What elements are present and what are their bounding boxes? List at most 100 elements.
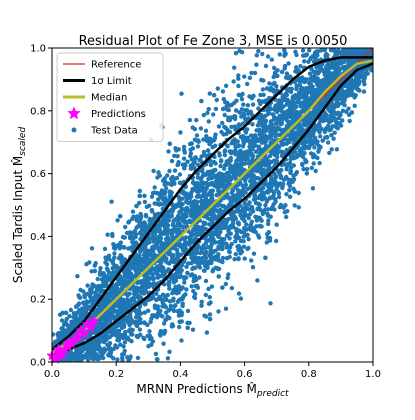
test-data-point	[137, 304, 143, 309]
test-data-point	[198, 250, 203, 256]
test-data-point	[294, 65, 299, 70]
test-data-point	[248, 159, 253, 165]
test-data-point	[263, 202, 268, 208]
test-data-point	[244, 173, 250, 178]
test-data-point	[156, 211, 161, 216]
test-data-point	[246, 215, 251, 221]
test-data-point	[268, 119, 274, 124]
test-data-point	[203, 128, 209, 133]
test-data-point	[157, 267, 163, 272]
test-data-point	[137, 200, 142, 206]
test-data-point	[226, 107, 231, 113]
test-data-point	[294, 52, 299, 58]
test-data-point	[302, 122, 307, 128]
test-data-point	[180, 301, 185, 306]
test-data-point	[164, 186, 169, 191]
test-data-point	[206, 119, 211, 124]
test-data-point	[266, 221, 271, 227]
test-data-point	[310, 186, 316, 191]
test-data-point	[169, 158, 175, 164]
test-data-point	[139, 228, 144, 233]
test-data-point	[220, 255, 226, 261]
test-data-point	[361, 89, 367, 94]
test-data-point	[227, 249, 232, 254]
test-data-point	[197, 157, 202, 163]
test-data-point	[256, 106, 261, 111]
test-data-point	[307, 48, 312, 53]
test-data-point	[251, 226, 257, 231]
test-data-point	[185, 159, 190, 164]
test-data-point	[194, 233, 199, 238]
test-data-point	[247, 144, 252, 149]
test-data-point	[218, 163, 223, 169]
test-data-point	[284, 214, 289, 220]
test-data-point	[333, 118, 338, 124]
test-data-point	[209, 260, 214, 266]
test-data-point	[249, 258, 254, 263]
test-data-point	[236, 83, 241, 89]
test-data-point	[163, 310, 169, 315]
test-data-point	[140, 264, 145, 269]
test-data-point	[315, 71, 321, 76]
test-data-point	[208, 300, 213, 305]
test-data-point	[130, 209, 136, 214]
test-data-point	[130, 216, 135, 222]
test-data-point	[174, 271, 179, 276]
test-data-point	[346, 106, 351, 111]
test-data-point	[278, 202, 284, 208]
test-data-point	[269, 57, 274, 62]
test-data-point	[216, 124, 222, 129]
test-data-point	[223, 306, 229, 311]
test-data-point	[154, 357, 160, 362]
test-data-point	[263, 140, 268, 145]
test-data-point	[260, 51, 265, 57]
test-data-point	[246, 202, 251, 207]
test-data-point	[290, 179, 295, 184]
test-data-point	[167, 349, 172, 354]
test-data-point	[211, 112, 216, 117]
test-data-point	[254, 128, 259, 133]
test-data-point	[188, 210, 193, 215]
test-data-point	[110, 266, 115, 271]
test-data-point	[224, 104, 229, 109]
test-data-point	[89, 246, 95, 251]
test-data-point	[102, 246, 108, 252]
test-data-point	[298, 63, 303, 69]
test-data-point	[236, 291, 242, 296]
test-data-point	[137, 193, 143, 199]
test-data-point	[240, 134, 245, 139]
test-data-point	[284, 71, 290, 76]
test-data-point	[226, 272, 231, 277]
test-data-point	[292, 203, 297, 208]
test-data-point	[110, 314, 116, 319]
test-data-point	[277, 52, 282, 57]
test-data-point	[220, 89, 226, 94]
test-data-point	[327, 127, 332, 132]
test-data-point	[149, 342, 154, 347]
test-data-point	[172, 153, 177, 158]
test-data-point	[263, 118, 269, 124]
test-data-point	[205, 263, 210, 269]
test-data-point	[225, 275, 230, 281]
test-data-point	[266, 218, 271, 223]
test-data-point	[167, 168, 172, 174]
test-data-point	[119, 286, 124, 292]
test-data-point	[188, 273, 193, 278]
test-data-point	[256, 176, 261, 181]
test-data-point	[172, 224, 177, 229]
test-data-point	[115, 218, 120, 223]
test-data-point	[327, 150, 332, 156]
test-data-point	[281, 127, 286, 133]
test-data-point	[138, 214, 144, 219]
test-data-point	[242, 200, 247, 206]
test-data-point	[87, 260, 92, 265]
test-data-point	[222, 166, 227, 171]
test-data-point	[215, 86, 220, 91]
test-data-point	[278, 174, 284, 179]
test-data-point	[200, 224, 205, 229]
test-data-point	[176, 160, 181, 165]
test-data-point	[124, 297, 130, 302]
test-data-point	[286, 161, 291, 167]
chart-title: Residual Plot of Fe Zone 3, MSE is 0.005…	[79, 34, 348, 49]
test-data-point	[216, 309, 221, 314]
